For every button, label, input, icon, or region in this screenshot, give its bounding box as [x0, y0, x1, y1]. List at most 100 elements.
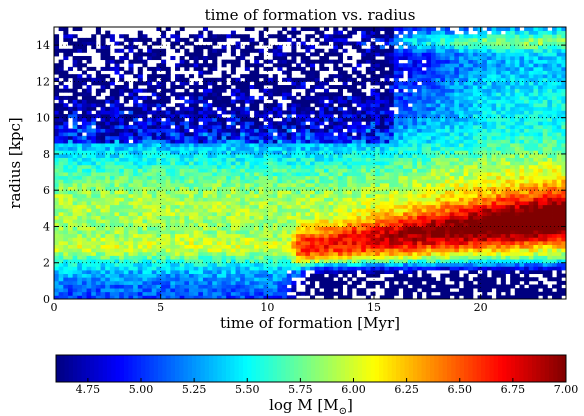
heatmap-cell	[254, 124, 260, 129]
heatmap-cell	[128, 215, 134, 220]
heatmap-cell	[291, 284, 297, 289]
heatmap-cell	[137, 95, 143, 100]
heatmap-cell	[156, 255, 162, 260]
heatmap-cell	[193, 240, 199, 245]
heatmap-cell	[235, 81, 241, 86]
heatmap-cell	[202, 81, 208, 86]
heatmap-cell	[161, 164, 167, 169]
heatmap-cell	[105, 164, 111, 169]
heatmap-cell	[109, 106, 115, 111]
heatmap-cell	[268, 262, 274, 267]
heatmap-cell	[407, 161, 413, 166]
heatmap-cell	[212, 193, 218, 198]
heatmap-cell	[95, 186, 101, 191]
heatmap-cell	[370, 161, 376, 166]
heatmap-cell	[333, 121, 339, 126]
heatmap-cell	[128, 219, 134, 224]
heatmap-cell	[230, 201, 236, 206]
heatmap-cell	[263, 59, 269, 64]
heatmap-cell	[305, 92, 311, 97]
heatmap-cell	[161, 168, 167, 173]
heatmap-cell	[244, 190, 250, 195]
heatmap-cell	[156, 208, 162, 213]
heatmap-cell	[328, 226, 334, 231]
heatmap-cell	[151, 266, 157, 271]
heatmap-cell	[407, 255, 413, 260]
heatmap-cell	[342, 172, 348, 177]
heatmap-cell	[323, 161, 330, 166]
heatmap-cell	[379, 95, 385, 100]
heatmap-cell	[175, 92, 181, 97]
heatmap-cell	[258, 95, 264, 100]
heatmap-cell	[361, 179, 367, 184]
heatmap-cell	[244, 34, 250, 39]
heatmap-cell	[137, 269, 143, 275]
heatmap-cell	[142, 230, 148, 235]
heatmap-cell	[137, 248, 143, 253]
heatmap-cell	[268, 146, 274, 151]
heatmap-cell	[184, 168, 190, 173]
heatmap-cell	[375, 219, 381, 224]
heatmap-cell	[365, 103, 371, 108]
heatmap-cell	[119, 34, 125, 39]
heatmap-cell	[347, 41, 353, 46]
heatmap-cell	[258, 222, 264, 227]
heatmap-cell	[63, 48, 69, 53]
heatmap-cell	[156, 201, 162, 206]
heatmap-cell	[300, 233, 306, 238]
heatmap-cell	[109, 197, 115, 202]
heatmap-cell	[305, 255, 311, 260]
heatmap-cell	[188, 259, 195, 264]
heatmap-cell	[384, 233, 390, 238]
heatmap-cell	[389, 204, 395, 209]
heatmap-cell	[375, 48, 381, 53]
heatmap-cell	[268, 128, 274, 133]
heatmap-cell	[179, 157, 185, 162]
heatmap-cell	[407, 201, 413, 206]
heatmap-cell	[319, 146, 325, 151]
heatmap-cell	[314, 150, 320, 155]
heatmap-cell	[109, 139, 115, 144]
heatmap-cell	[86, 41, 92, 46]
heatmap-cell	[137, 233, 143, 238]
heatmap-cell	[347, 204, 353, 209]
heatmap-cell	[305, 59, 311, 64]
heatmap-cell	[184, 269, 190, 275]
heatmap-cell	[310, 197, 316, 202]
heatmap-cell	[398, 139, 404, 144]
heatmap-cell	[175, 237, 181, 242]
heatmap-cell	[337, 284, 343, 289]
heatmap-cell	[277, 121, 283, 126]
heatmap-cell	[365, 153, 371, 158]
heatmap-cell	[407, 121, 413, 126]
heatmap-cell	[156, 92, 162, 97]
heatmap-cell	[347, 161, 353, 166]
heatmap-cell	[91, 106, 97, 111]
heatmap-cell	[342, 153, 348, 158]
heatmap-cell	[175, 226, 181, 231]
heatmap-cell	[240, 284, 246, 289]
heatmap-cell	[207, 269, 213, 275]
heatmap-cell	[286, 106, 292, 111]
heatmap-cell	[216, 266, 222, 271]
heatmap-cell	[58, 255, 64, 260]
heatmap-cell	[356, 95, 362, 100]
heatmap-cell	[403, 255, 409, 260]
heatmap-cell	[347, 186, 353, 191]
heatmap-cell	[333, 41, 339, 46]
heatmap-cell	[133, 99, 139, 104]
heatmap-cell	[72, 88, 78, 93]
heatmap-cell	[314, 157, 320, 162]
heatmap-cell	[361, 226, 367, 231]
heatmap-cell	[193, 139, 199, 144]
heatmap-cell	[179, 226, 185, 231]
heatmap-cell	[305, 240, 311, 245]
heatmap-cell	[216, 132, 222, 137]
heatmap-cell	[212, 215, 218, 220]
heatmap-cell	[63, 251, 69, 256]
heatmap-cell	[77, 139, 83, 144]
heatmap-cell	[119, 106, 125, 111]
heatmap-cell	[337, 193, 343, 198]
heatmap-cell	[216, 233, 222, 238]
heatmap-cell	[147, 146, 153, 151]
